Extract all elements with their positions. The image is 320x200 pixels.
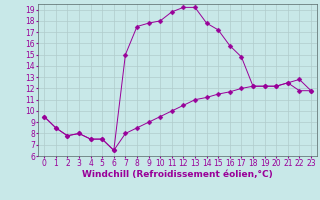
X-axis label: Windchill (Refroidissement éolien,°C): Windchill (Refroidissement éolien,°C) xyxy=(82,170,273,179)
